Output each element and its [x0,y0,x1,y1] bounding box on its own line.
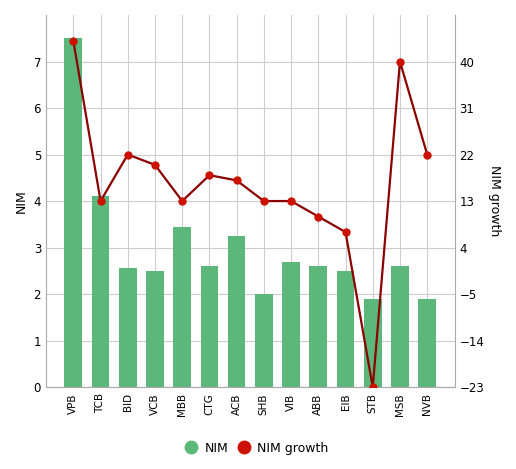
Legend: NIM, NIM growth: NIM, NIM growth [183,438,333,461]
Bar [255,294,273,387]
Bar [391,266,409,387]
Bar [282,262,300,387]
Bar [310,266,327,387]
Bar [418,299,436,387]
Bar [146,271,164,387]
Y-axis label: NIM growth: NIM growth [488,166,501,237]
Bar [64,38,82,387]
Y-axis label: NIM: NIM [15,189,28,213]
Bar [201,266,218,387]
Bar [173,227,191,387]
Bar [364,299,382,387]
Bar [92,197,109,387]
Bar [336,271,354,387]
Bar [119,268,137,387]
Bar [228,236,246,387]
